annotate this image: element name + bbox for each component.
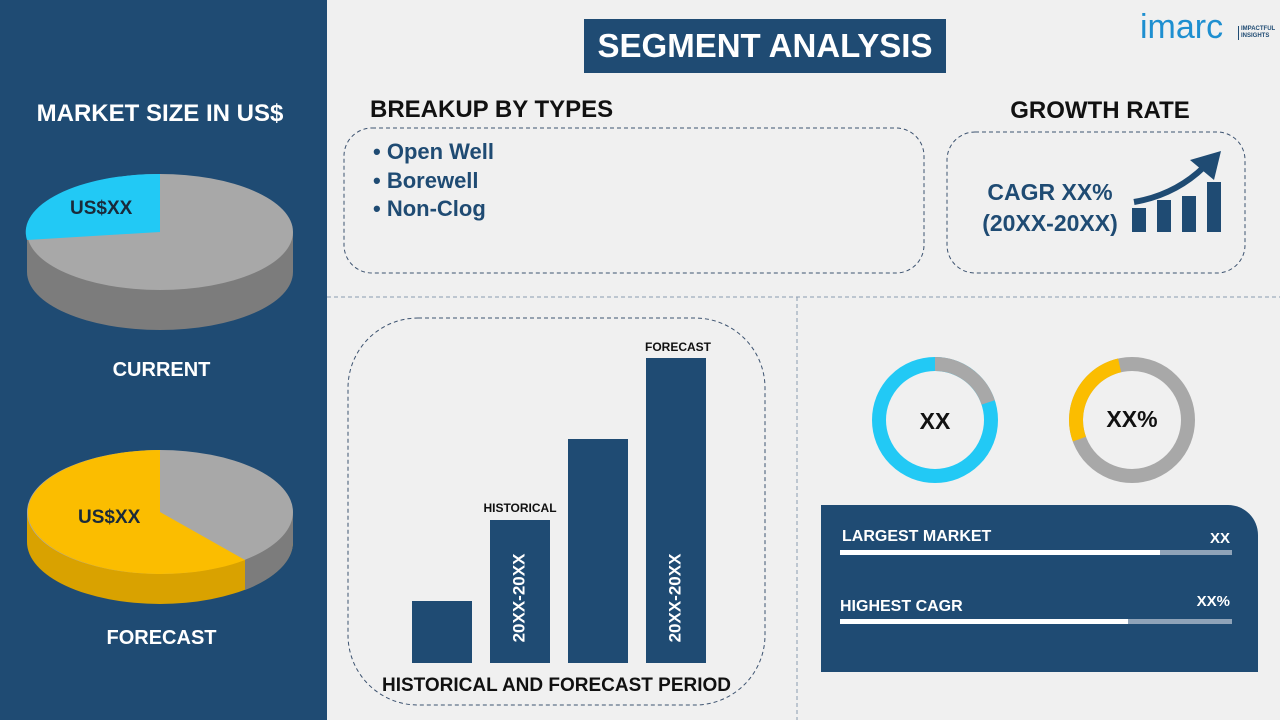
current-pie [25, 173, 293, 330]
growth-icon [1132, 151, 1221, 232]
period-bars [412, 358, 706, 663]
metric-label: LARGEST MARKET [842, 528, 992, 545]
breakup-item: Borewell [373, 168, 479, 194]
donut-label: XX% [1106, 406, 1158, 432]
current-label: CURRENT [112, 359, 211, 381]
period-box [347, 317, 766, 706]
breakup-heading: BREAKUP BY TYPES [370, 96, 614, 123]
tagline-line: INSIGHTS [1241, 33, 1270, 39]
title-box [584, 19, 946, 73]
forecast-label: FORECAST [645, 340, 711, 354]
historical-label: HISTORICAL [483, 501, 557, 515]
forecast-label: FORECAST [106, 627, 217, 649]
growth-period: (20XX-20XX) [982, 210, 1118, 236]
current-value: US$XX [70, 198, 133, 219]
metrics-box [821, 505, 1258, 672]
period-caption: HISTORICAL AND FORECAST PERIOD [381, 675, 732, 696]
metric-value: XX [1209, 530, 1230, 547]
historical-range: 20XX-20XX [509, 553, 528, 642]
breakup-item: Open Well [373, 139, 494, 165]
growth-cagr: CAGR XX% [987, 179, 1113, 205]
metric-label: HIGHEST CAGR [840, 598, 963, 615]
donut [872, 357, 1195, 483]
metric-value: XX% [1196, 593, 1230, 610]
metric-bar [840, 619, 1128, 624]
market-heading: MARKET SIZE IN US$ [36, 100, 284, 127]
logo-tagline: IMPACTFUL INSIGHTS [1238, 26, 1275, 40]
logo: imarc [1140, 8, 1224, 46]
forecast-value: US$XX [78, 507, 141, 528]
tagline-line: IMPACTFUL [1241, 26, 1276, 32]
growth-box [946, 131, 1246, 274]
forecast-range: 20XX-20XX [665, 553, 684, 642]
growth-heading: GROWTH RATE [1010, 97, 1190, 124]
donut-label: XX [919, 408, 951, 434]
breakup-box [343, 127, 925, 274]
title: SEGMENT ANALYSIS [597, 27, 933, 64]
forecast-pie [27, 450, 294, 604]
metric-bar [840, 550, 1160, 555]
breakup-item: Non-Clog [373, 196, 486, 222]
